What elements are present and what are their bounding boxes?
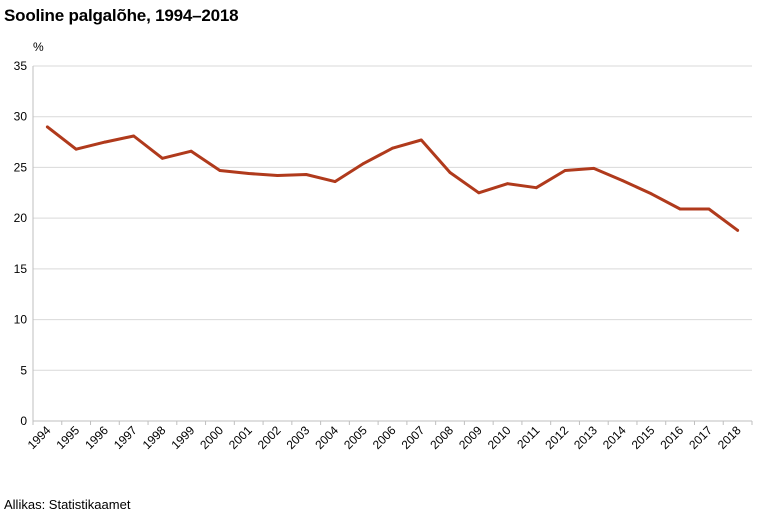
data-point-2008: [448, 171, 452, 174]
x-tick-label-2009: 2009: [456, 423, 485, 452]
x-tick-label-2013: 2013: [571, 423, 600, 452]
data-point-2005: [362, 161, 366, 165]
x-tick-label-1999: 1999: [169, 423, 198, 452]
data-point-2007: [419, 138, 423, 142]
x-tick-label-2018: 2018: [715, 423, 744, 452]
data-point-2013: [592, 167, 596, 170]
data-point-1994: [45, 125, 49, 129]
x-tick-label-2007: 2007: [399, 423, 428, 452]
y-tick-label-20: 20: [14, 211, 28, 225]
data-point-2017: [707, 207, 711, 211]
data-point-2002: [276, 174, 279, 177]
x-tick-label-1995: 1995: [53, 423, 82, 452]
data-point-2012: [563, 169, 567, 172]
data-point-1995: [74, 147, 78, 151]
data-point-2016: [678, 207, 682, 211]
x-tick-labels: 1994 1995 1996 1997 1998 1999 2000 2001 2002 2003…: [25, 423, 744, 452]
data-point-1996: [103, 140, 107, 144]
x-tick-label-2017: 2017: [686, 423, 715, 452]
x-tick-label-2015: 2015: [629, 423, 658, 452]
data-point-1998: [161, 156, 164, 160]
data-point-2003: [304, 173, 308, 176]
series-line-0: [45, 125, 740, 232]
x-tick-label-2006: 2006: [370, 423, 399, 452]
y-tick-labels: 0 5 10 15 20 25 30 35: [14, 59, 28, 428]
axes: [32, 66, 753, 425]
y-tick-label-5: 5: [20, 363, 27, 377]
data-point-2018: [736, 228, 740, 232]
y-tick-label-0: 0: [20, 414, 27, 428]
y-tick-label-30: 30: [14, 110, 28, 124]
data-point-2011: [534, 186, 538, 190]
x-tick-label-2010: 2010: [485, 423, 514, 452]
data-point-2009: [477, 191, 481, 195]
x-tick-label-2011: 2011: [514, 423, 542, 451]
x-tick-label-1996: 1996: [82, 423, 111, 452]
x-tick-label-2005: 2005: [341, 423, 370, 452]
x-tick-label-2016: 2016: [657, 423, 686, 452]
data-point-2001: [247, 172, 251, 175]
x-tick-label-2001: 2001: [226, 423, 255, 452]
y-unit-label: %: [33, 40, 44, 54]
data-point-2004: [333, 180, 337, 184]
data-point-2014: [621, 179, 624, 183]
y-tick-label-10: 10: [14, 313, 28, 327]
x-tick-label-2002: 2002: [255, 423, 284, 452]
data-point-1999: [189, 149, 193, 153]
x-tick-label-2008: 2008: [427, 423, 456, 452]
x-tick-label-1997: 1997: [111, 423, 140, 452]
chart-title: Sooline palgalõhe, 1994–2018: [4, 6, 239, 25]
series: [45, 125, 740, 232]
data-point-2010: [506, 182, 509, 186]
x-tick-label-2014: 2014: [600, 423, 629, 452]
x-tick-label-2004: 2004: [312, 423, 341, 452]
data-point-2006: [391, 146, 394, 150]
y-tick-label-15: 15: [14, 262, 28, 276]
data-point-2000: [218, 169, 222, 172]
y-tick-label-35: 35: [14, 59, 28, 73]
y-tick-label-25: 25: [14, 160, 28, 174]
source-note: Allikas: Statistikaamet: [4, 497, 131, 512]
x-tick-label-2003: 2003: [284, 423, 313, 452]
data-point-1997: [132, 134, 136, 138]
gridlines: [33, 65, 752, 371]
data-point-2015: [649, 192, 653, 196]
x-tick-label-2000: 2000: [197, 423, 226, 452]
x-tick-label-1994: 1994: [25, 423, 54, 452]
x-tick-label-1998: 1998: [140, 423, 169, 452]
x-tick-label-2012: 2012: [542, 423, 571, 452]
